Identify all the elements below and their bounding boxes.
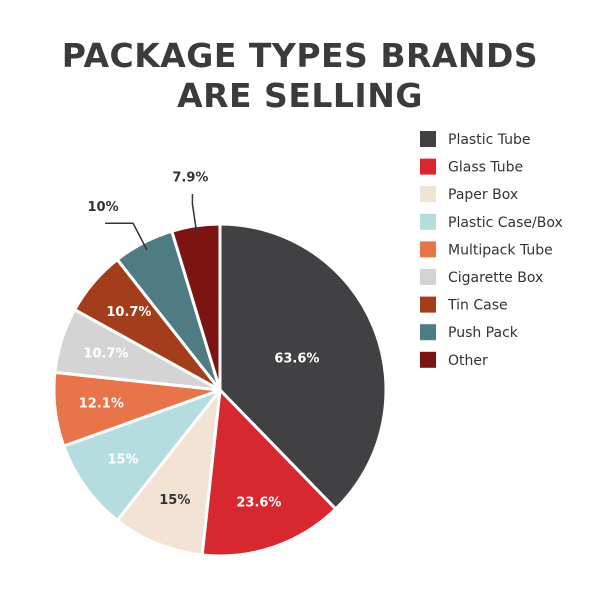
legend-swatch	[420, 158, 436, 175]
data-label: 23.6%	[236, 496, 281, 511]
leader-line	[105, 222, 148, 251]
legend-swatch	[420, 269, 436, 285]
legend-swatch	[420, 296, 436, 313]
legend-swatch	[420, 324, 436, 341]
leader-line	[191, 194, 198, 234]
chart-title: PACKAGE TYPES BRANDS ARE SELLING	[61, 36, 539, 115]
data-label: 15%	[159, 493, 190, 508]
pie-slice	[200, 388, 338, 558]
data-label: 10%	[87, 200, 118, 215]
legend-label: Paper Box	[448, 187, 518, 203]
legend-swatch	[420, 241, 436, 258]
data-label: 63.6%	[274, 351, 319, 366]
legend-label: Glass Tube	[448, 160, 523, 176]
data-label: 15%	[107, 452, 138, 467]
legend-swatch	[420, 351, 436, 368]
legend-label: Plastic Case/Box	[448, 215, 563, 231]
legend-swatch	[420, 213, 436, 230]
data-label: 7.9%	[172, 171, 208, 186]
pie-slice	[115, 388, 222, 557]
pie-slice	[218, 222, 388, 511]
data-label: 12.1%	[79, 397, 124, 412]
legend-label: Multipack Tube	[448, 242, 553, 258]
legend-label: Other	[448, 353, 488, 369]
pie-slice	[62, 388, 222, 522]
legend-swatch	[420, 131, 436, 147]
legend-label: Tin Case	[447, 298, 508, 314]
legend-label: Cigarette Box	[448, 270, 543, 286]
legend-swatch	[420, 186, 436, 203]
data-label: 10.7%	[106, 305, 151, 320]
legend-label: Push Pack	[448, 325, 519, 341]
legend-label: Plastic Tube	[448, 132, 531, 148]
data-label: 10.7%	[83, 347, 128, 362]
